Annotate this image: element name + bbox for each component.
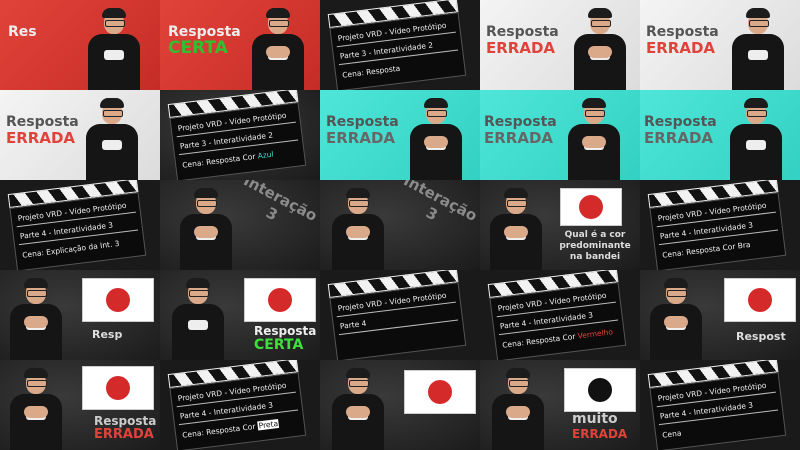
presenter xyxy=(562,96,626,180)
presenter xyxy=(4,276,68,360)
tile-23 xyxy=(320,360,480,450)
answer-label: Resposta ERRADA xyxy=(646,24,719,57)
presenter xyxy=(326,366,390,450)
tile-3: Projeto VRD - Vídeo Protótipo Parte 3 - … xyxy=(320,0,480,90)
presenter xyxy=(484,186,548,270)
answer-label: muito ERRADA xyxy=(572,411,628,442)
answer-label: Resposta CERTA xyxy=(168,24,241,58)
clapperboard: Projeto VRD - Vídeo Protótipo Parte 4 xyxy=(327,270,467,360)
tile-1: Res xyxy=(0,0,160,90)
tile-14: Qual é a cor predominante na bandei xyxy=(480,180,640,270)
interaction-title: Interação 3 xyxy=(400,180,480,225)
tile-25: Projeto VRD - Vídeo Protótipo Parte 4 - … xyxy=(640,360,800,450)
interaction-title: Interação 3 xyxy=(240,180,320,225)
tile-6: Resposta ERRADA xyxy=(0,90,160,180)
presenter xyxy=(568,6,632,90)
clapperboard: Projeto VRD - Vídeo Protótipo Parte 4 - … xyxy=(647,180,787,270)
presenter xyxy=(724,96,788,180)
clapperboard: Projeto VRD - Vídeo Protótipo Parte 3 - … xyxy=(327,0,467,90)
tile-15: Projeto VRD - Vídeo Protótipo Parte 4 - … xyxy=(640,180,800,270)
tile-22: Projeto VRD - Vídeo Protótipo Parte 4 - … xyxy=(160,360,320,450)
presenter xyxy=(4,366,68,450)
presenter xyxy=(246,6,310,90)
answer-label: Resposta ERRADA xyxy=(326,114,399,147)
presenter xyxy=(82,6,146,90)
japan-flag xyxy=(82,278,154,322)
clapperboard: Projeto VRD - Vídeo Protótipo Parte 4 - … xyxy=(487,270,627,360)
tile-10: Resposta ERRADA xyxy=(640,90,800,180)
tile-12: Interação 3 xyxy=(160,180,320,270)
clapperboard: Projeto VRD - Vídeo Protótipo Parte 3 - … xyxy=(167,90,307,180)
question-text: Qual é a cor predominante na bandei xyxy=(559,230,631,262)
res-label: Res xyxy=(8,24,37,40)
tile-4: Resposta ERRADA xyxy=(480,0,640,90)
clapperboard: Projeto VRD - Vídeo Protótipo Parte 4 - … xyxy=(647,360,787,450)
japan-flag xyxy=(404,370,476,414)
presenter xyxy=(174,186,238,270)
answer-label: Resp xyxy=(92,328,123,341)
answer-label: Resposta ERRADA xyxy=(484,114,557,147)
japan-flag xyxy=(724,278,796,322)
japan-flag xyxy=(560,188,622,226)
japan-flag xyxy=(244,278,316,322)
tile-20: Respost xyxy=(640,270,800,360)
tile-7: Projeto VRD - Vídeo Protótipo Parte 3 - … xyxy=(160,90,320,180)
answer-label: Resposta ERRADA xyxy=(644,114,717,147)
answer-label: Respost xyxy=(736,330,786,343)
tile-13: Interação 3 xyxy=(320,180,480,270)
presenter xyxy=(486,366,550,450)
black-disc-flag xyxy=(564,368,636,412)
tile-9: Resposta ERRADA xyxy=(480,90,640,180)
tile-16: Resp xyxy=(0,270,160,360)
answer-label: Resposta CERTA xyxy=(254,324,317,353)
tile-11: Projeto VRD - Vídeo Protótipo Parte 4 - … xyxy=(0,180,160,270)
answer-label: Resposta ERRADA xyxy=(486,24,559,57)
tile-5: Resposta ERRADA xyxy=(640,0,800,90)
tile-24: muito ERRADA xyxy=(480,360,640,450)
tile-18: Projeto VRD - Vídeo Protótipo Parte 4 xyxy=(320,270,480,360)
presenter xyxy=(404,96,468,180)
presenter xyxy=(726,6,790,90)
tile-17: Resposta CERTA xyxy=(160,270,320,360)
presenter xyxy=(644,276,708,360)
answer-label: Resposta ERRADA xyxy=(6,114,79,147)
presenter xyxy=(80,96,144,180)
tile-19: Projeto VRD - Vídeo Protótipo Parte 4 - … xyxy=(480,270,640,360)
clapperboard: Projeto VRD - Vídeo Protótipo Parte 4 - … xyxy=(167,360,307,450)
tile-8: Resposta ERRADA xyxy=(320,90,480,180)
tile-2: Resposta CERTA xyxy=(160,0,320,90)
clapperboard: Projeto VRD - Vídeo Protótipo Parte 4 - … xyxy=(7,180,147,270)
japan-flag xyxy=(82,366,154,410)
answer-label: Resposta ERRADA xyxy=(94,414,157,442)
presenter xyxy=(166,276,230,360)
tile-21: Resposta ERRADA xyxy=(0,360,160,450)
presenter xyxy=(326,186,390,270)
